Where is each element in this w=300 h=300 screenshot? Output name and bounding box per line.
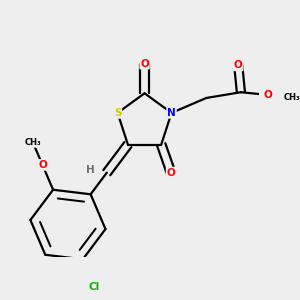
Text: O: O [263,90,272,100]
Text: Cl: Cl [89,282,100,292]
Text: CH₃: CH₃ [284,93,300,102]
Text: O: O [234,60,243,70]
Text: O: O [38,160,47,170]
Text: S: S [114,108,121,118]
Text: CH₃: CH₃ [25,138,41,147]
Text: O: O [140,58,149,69]
Text: H: H [86,165,95,175]
Text: O: O [167,168,176,178]
Text: N: N [167,108,176,118]
